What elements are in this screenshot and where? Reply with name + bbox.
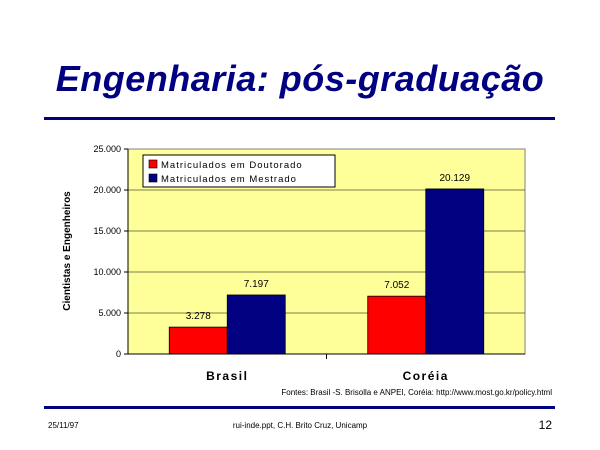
bar xyxy=(168,326,228,355)
x-category-label: Coréia xyxy=(403,369,449,383)
x-axis-categories: Brasil Coréia xyxy=(206,354,449,383)
bar xyxy=(425,188,485,355)
bar xyxy=(226,294,286,355)
legend-label: Matriculados em Doutorado xyxy=(161,160,303,171)
footer-credit: rui-inde.ppt, C.H. Brito Cruz, Unicamp xyxy=(232,421,368,430)
x-category-label: Brasil xyxy=(206,369,248,383)
data-label: 7.052 xyxy=(384,280,409,291)
page-number: 12 xyxy=(538,418,552,432)
data-label: 20.129 xyxy=(439,173,470,184)
bar xyxy=(367,295,427,355)
y-tick-label: 5.000 xyxy=(98,308,121,318)
data-label: 7.197 xyxy=(244,279,269,290)
y-tick-label: 10.000 xyxy=(93,267,121,277)
y-tick-label: 15.000 xyxy=(93,226,121,236)
title-rule xyxy=(44,117,555,120)
bars: 3.278 7.197 7.052 20.129 xyxy=(168,173,485,355)
legend-box xyxy=(142,154,336,188)
y-tick-label: 25.000 xyxy=(93,144,121,154)
legend-swatch xyxy=(148,173,158,183)
y-tick-label: 0 xyxy=(116,349,121,359)
source-note: Fontes: Brasil -S. Brisolla e ANPEI, Cor… xyxy=(281,388,552,397)
legend: Matriculados em Doutorado Matriculados em… xyxy=(142,154,336,188)
legend-swatch xyxy=(148,159,158,169)
y-tick-label: 20.000 xyxy=(93,185,121,195)
legend-label: Matriculados em Mestrado xyxy=(161,174,297,185)
bar-chart: 3.278 7.197 7.052 20.129 0 5.000 10.000 15.000… xyxy=(62,144,526,383)
data-label: 3.278 xyxy=(186,311,211,322)
y-axis-label: Cientistas e Engenheiros xyxy=(62,191,73,311)
footer-rule xyxy=(44,406,555,409)
slide-title: Engenharia: pós-graduação xyxy=(55,58,545,99)
footer-date: 25/11/97 xyxy=(48,421,79,430)
